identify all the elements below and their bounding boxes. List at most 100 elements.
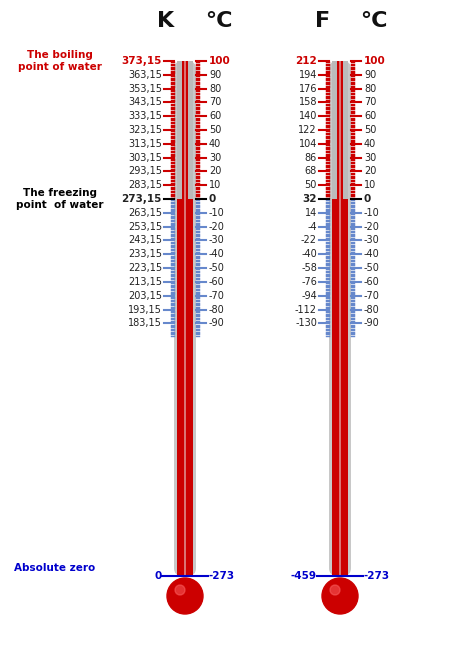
Text: 50: 50 — [305, 180, 317, 190]
Text: 60: 60 — [209, 111, 221, 121]
Text: The boiling
point of water: The boiling point of water — [18, 50, 102, 72]
FancyBboxPatch shape — [329, 61, 351, 576]
Text: 176: 176 — [299, 83, 317, 94]
Text: 40: 40 — [364, 139, 376, 149]
Text: -40: -40 — [301, 249, 317, 259]
Bar — [188, 61, 193, 199]
Text: 233,15: 233,15 — [128, 249, 162, 259]
Text: 212: 212 — [295, 56, 317, 66]
Text: 68: 68 — [305, 167, 317, 176]
Bar — [177, 61, 193, 576]
Text: 70: 70 — [364, 98, 376, 107]
FancyBboxPatch shape — [174, 61, 196, 576]
Text: 32: 32 — [302, 194, 317, 204]
Bar — [332, 61, 337, 199]
Text: 50: 50 — [364, 125, 376, 135]
Text: -30: -30 — [209, 236, 225, 245]
Text: -30: -30 — [364, 236, 380, 245]
Text: -10: -10 — [209, 208, 225, 218]
Text: 323,15: 323,15 — [128, 125, 162, 135]
Text: -22: -22 — [301, 236, 317, 245]
Text: 100: 100 — [364, 56, 386, 66]
Text: 104: 104 — [299, 139, 317, 149]
Text: 333,15: 333,15 — [128, 111, 162, 121]
Text: 353,15: 353,15 — [128, 83, 162, 94]
Text: 20: 20 — [364, 167, 376, 176]
Text: -60: -60 — [364, 277, 380, 287]
Text: -60: -60 — [209, 277, 225, 287]
Text: 273,15: 273,15 — [122, 194, 162, 204]
Text: -90: -90 — [364, 318, 380, 328]
Text: 373,15: 373,15 — [122, 56, 162, 66]
Text: 303,15: 303,15 — [128, 152, 162, 163]
Text: °C: °C — [360, 11, 388, 31]
Text: -4: -4 — [307, 222, 317, 232]
Text: 122: 122 — [298, 125, 317, 135]
Text: 313,15: 313,15 — [128, 139, 162, 149]
Text: 0: 0 — [209, 194, 216, 204]
Text: -10: -10 — [364, 208, 380, 218]
Text: 10: 10 — [209, 180, 221, 190]
Text: 60: 60 — [364, 111, 376, 121]
Text: 203,15: 203,15 — [128, 291, 162, 301]
Text: 213,15: 213,15 — [128, 277, 162, 287]
Bar — [339, 61, 341, 576]
Text: -80: -80 — [364, 305, 380, 314]
Text: Absolute zero: Absolute zero — [14, 563, 96, 573]
Text: -50: -50 — [209, 263, 225, 273]
Text: 90: 90 — [209, 70, 221, 80]
Text: -50: -50 — [364, 263, 380, 273]
Circle shape — [330, 585, 340, 595]
Text: -273: -273 — [364, 571, 390, 581]
Text: 20: 20 — [209, 167, 221, 176]
Text: The freezing
point  of water: The freezing point of water — [16, 188, 104, 210]
Text: 0: 0 — [364, 194, 371, 204]
Text: -112: -112 — [295, 305, 317, 314]
Circle shape — [167, 578, 203, 614]
Text: -20: -20 — [364, 222, 380, 232]
Text: 0: 0 — [155, 571, 162, 581]
Text: 14: 14 — [305, 208, 317, 218]
Text: 263,15: 263,15 — [128, 208, 162, 218]
Text: 10: 10 — [364, 180, 376, 190]
Text: 223,15: 223,15 — [128, 263, 162, 273]
Text: 80: 80 — [209, 83, 221, 94]
Text: 193,15: 193,15 — [128, 305, 162, 314]
Text: 80: 80 — [364, 83, 376, 94]
Text: F: F — [315, 11, 330, 31]
Text: 243,15: 243,15 — [128, 236, 162, 245]
Text: 90: 90 — [364, 70, 376, 80]
Bar — [343, 61, 348, 199]
Text: -40: -40 — [209, 249, 225, 259]
Text: 194: 194 — [299, 70, 317, 80]
Text: 50: 50 — [209, 125, 221, 135]
Text: 363,15: 363,15 — [128, 70, 162, 80]
Text: 283,15: 283,15 — [128, 180, 162, 190]
Text: -80: -80 — [209, 305, 225, 314]
Text: K: K — [157, 11, 174, 31]
Text: -70: -70 — [209, 291, 225, 301]
Text: -20: -20 — [209, 222, 225, 232]
Text: -90: -90 — [209, 318, 225, 328]
Text: 40: 40 — [209, 139, 221, 149]
Text: 30: 30 — [364, 152, 376, 163]
Bar — [332, 61, 348, 576]
Text: -130: -130 — [295, 318, 317, 328]
Text: 158: 158 — [299, 98, 317, 107]
Text: -76: -76 — [301, 277, 317, 287]
Text: °C: °C — [205, 11, 233, 31]
Text: 140: 140 — [299, 111, 317, 121]
Text: -58: -58 — [301, 263, 317, 273]
Text: 100: 100 — [209, 56, 231, 66]
Text: -459: -459 — [291, 571, 317, 581]
Text: -273: -273 — [209, 571, 235, 581]
Text: 293,15: 293,15 — [128, 167, 162, 176]
Text: 30: 30 — [209, 152, 221, 163]
Circle shape — [322, 578, 358, 614]
Text: 343,15: 343,15 — [128, 98, 162, 107]
Bar — [177, 61, 182, 199]
Text: -40: -40 — [364, 249, 380, 259]
Text: -70: -70 — [364, 291, 380, 301]
Bar — [184, 61, 186, 576]
Text: 86: 86 — [305, 152, 317, 163]
